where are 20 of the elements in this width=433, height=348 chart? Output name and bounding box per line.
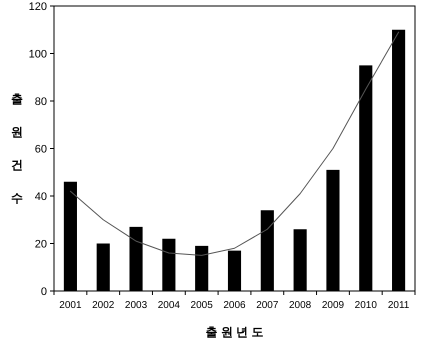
x-tick-label: 2002 bbox=[92, 300, 115, 311]
x-tick-label: 2006 bbox=[223, 300, 246, 311]
x-tick-label: 2009 bbox=[322, 300, 345, 311]
y-tick-label: 120 bbox=[28, 1, 47, 13]
y-tick-label: 0 bbox=[40, 286, 47, 298]
x-tick-label: 2001 bbox=[59, 300, 82, 311]
x-tick-label: 2008 bbox=[289, 300, 312, 311]
x-tick-label: 2003 bbox=[124, 300, 148, 311]
y-tick-label: 40 bbox=[34, 191, 47, 203]
y-tick-label: 100 bbox=[28, 48, 47, 60]
x-tick-label: 2005 bbox=[190, 300, 214, 311]
y-tick-label: 20 bbox=[34, 238, 47, 250]
y-tick-label: 60 bbox=[34, 144, 47, 156]
x-tick-label: 2007 bbox=[256, 300, 279, 311]
text: 출원건수 bbox=[11, 92, 23, 205]
x-tick-label: 2010 bbox=[354, 300, 378, 311]
x-tick-label: 2004 bbox=[158, 300, 180, 311]
x-tick-label: 2011 bbox=[388, 300, 410, 311]
x-axis-title: 출 원 년 도 bbox=[205, 325, 264, 339]
y-tick-label: 80 bbox=[34, 96, 47, 108]
